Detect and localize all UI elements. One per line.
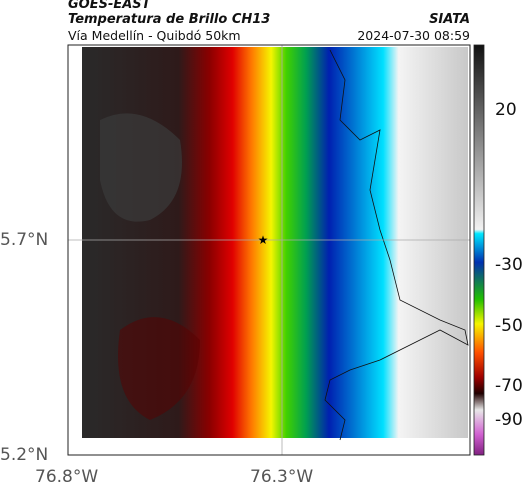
title: GOES-EAST [68,0,151,12]
lon-tick-label: 76.3°W [250,467,314,487]
cloud-patch [100,113,182,222]
lat-tick-label: 5.2°N [0,445,49,465]
lon-tick-label: 76.8°W [35,467,99,487]
location-marker: ★ [258,233,269,247]
cloud-patch [118,317,200,420]
coastline [324,49,469,441]
colorbar-tick-label: 20 [495,100,517,120]
lat-tick-label: 5.7°N [0,230,49,250]
colorbar-tick-label: -90 [495,410,523,430]
subtitle: Temperatura de Brillo CH13 [68,12,271,27]
region: Vía Medellín - Quibdó 50km [68,28,241,43]
timestamp: 2024-07-30 08:59 [357,28,470,43]
colorbar-tick-label: -30 [495,255,523,275]
colorbar [473,44,485,456]
source: SIATA [429,12,470,27]
colorbar-tick-label: -70 [495,376,523,396]
map-frame [67,44,471,456]
colorbar-tick-label: -50 [495,316,523,336]
